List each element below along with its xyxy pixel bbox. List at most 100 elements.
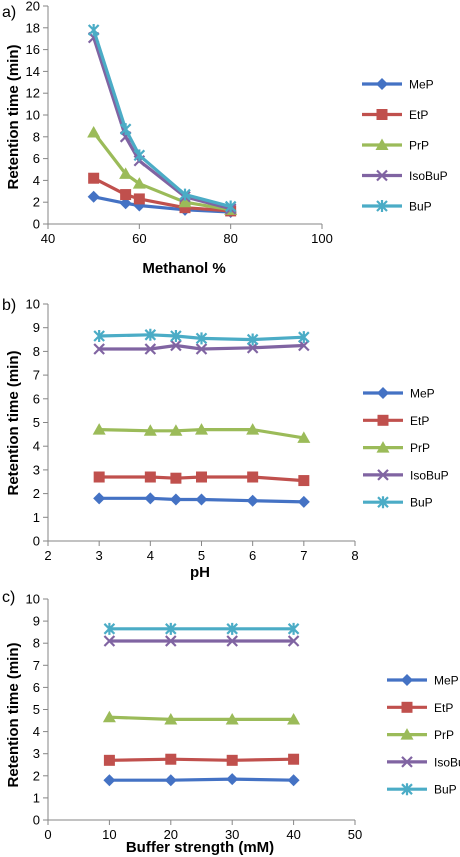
series-etp [93,471,310,487]
series-mep [87,190,237,219]
plot-area [87,23,238,219]
series-bup [93,328,310,346]
data-point [103,635,116,647]
data-point [93,492,106,505]
data-point [165,635,177,647]
y-tick-label: 10 [26,108,40,123]
legend-item: MeP [362,78,434,92]
data-point [164,774,177,787]
data-point [119,197,132,210]
data-point [170,472,182,484]
y-tick-label: 20 [26,0,40,14]
data-point [224,200,237,213]
y-tick-label: 9 [33,614,40,629]
data-point [195,423,208,435]
data-point [287,774,300,787]
axes: 0 2 4 6 8 10 12 14 16 18 20 40 60 80 100 [26,0,333,246]
legend-item: IsoBuP [387,755,460,769]
legend-marker [401,783,413,796]
legend-marker [377,496,389,509]
legend-item: MeP [363,387,435,401]
data-point [195,343,208,355]
data-point [287,635,300,647]
series-mep [103,773,300,787]
legend-item: PrP [362,138,429,153]
series-prp [92,423,311,443]
y-axis-title: Retention time (min) [5,350,22,495]
series-line [99,343,304,351]
data-point [93,329,105,342]
data-point [133,149,146,162]
data-point [103,774,116,787]
y-tick-label: 8 [33,344,40,359]
data-point [132,177,146,189]
series-line [109,757,294,762]
legend-item: BuP [362,200,432,214]
series-isobup [93,339,310,355]
y-tick-label: 10 [26,297,40,312]
legend-item: EtP [362,108,428,122]
data-point [246,333,259,346]
data-point [88,172,100,184]
legend-marker [401,701,413,713]
x-tick-label: 5 [198,548,205,563]
x-tick-label: 30 [225,827,239,842]
data-point [119,123,132,136]
legend-item: EtP [363,414,429,428]
chart-panel-c: c) Retention time (min) Buffer strength … [2,589,460,856]
y-tick-label: 0 [33,217,40,232]
y-tick-label: 2 [33,486,40,501]
y-tick-label: 0 [33,534,40,549]
y-tick-label: 10 [26,592,40,607]
legend-item: IsoBuP [362,169,448,183]
data-point [179,188,191,201]
y-tick-label: 16 [26,42,40,57]
legend-label: EtP [434,701,453,715]
data-point [144,328,157,341]
y-tick-label: 1 [33,790,40,805]
legend-marker [375,138,389,150]
legend-item: BuP [363,496,433,510]
x-tick-label: 10 [102,827,116,842]
y-tick-label: 1 [33,510,40,525]
data-point [143,424,157,436]
series-line [99,496,304,504]
data-point [170,339,182,352]
legend-label: IsoBuP [409,169,448,183]
legend-label: PrP [434,728,454,742]
legend-label: PrP [409,139,429,153]
series-line [92,37,232,211]
x-tick-label: 6 [249,548,256,563]
y-tick-label: 4 [33,439,40,454]
data-point [297,431,311,443]
data-point [246,342,259,354]
y-tick-label: 3 [33,462,40,477]
data-point [287,712,301,725]
y-tick-label: 6 [33,391,40,406]
y-axis-title: Retention time (min) [5,642,22,787]
data-point [246,494,259,507]
legend-label: BuP [410,496,433,510]
y-tick-label: 4 [33,724,40,739]
x-axis-title: pH [190,564,210,581]
data-point [169,493,182,506]
legend-marker [376,441,390,453]
legend-marker [376,109,388,120]
data-point [298,331,310,344]
x-tick-label: 100 [311,231,333,246]
legend-label: PrP [410,441,430,455]
series-bup [87,23,237,213]
legend-item: PrP [387,728,454,742]
series-mep [93,492,310,508]
plot-area [92,328,311,508]
x-tick-label: 8 [351,548,358,563]
series-prp [102,710,301,725]
panel-label: c) [2,589,15,606]
x-axis-title: Buffer strength (mM) [126,839,274,856]
y-tick-label: 12 [26,86,40,101]
chart-panel-b: b) Retention time (min) pH 0 1 2 3 4 5 6 7 8 9 10 2… [2,297,449,582]
legend-item: MeP [387,674,459,688]
plot-area [102,622,301,787]
legend-marker [376,169,388,182]
x-tick-label: 20 [164,827,178,842]
